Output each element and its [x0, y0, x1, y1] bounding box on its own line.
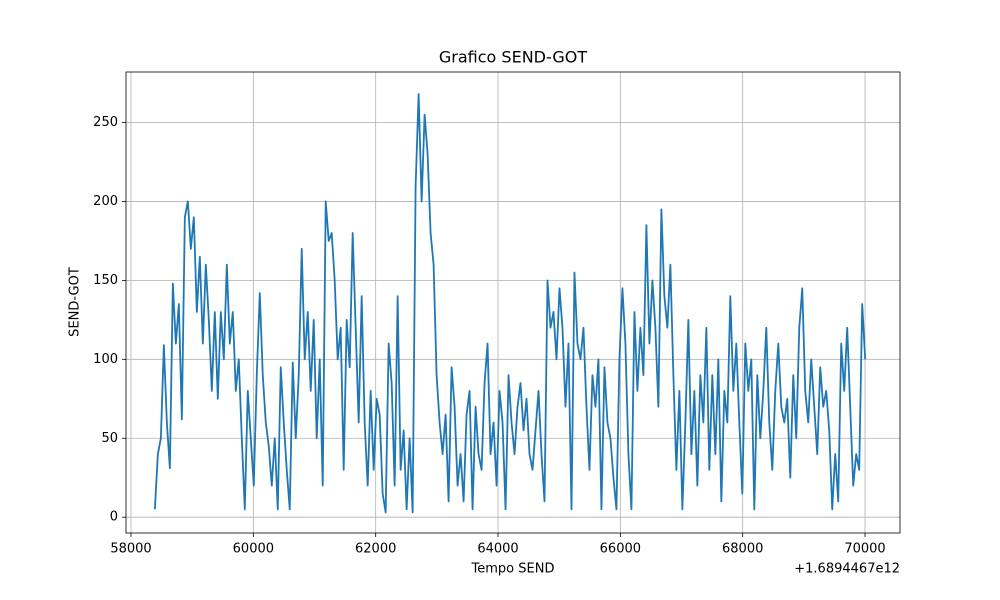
y-tick-label: 0 [110, 510, 118, 525]
y-tick-label: 250 [93, 115, 118, 130]
x-tick-label: 62000 [355, 542, 396, 557]
x-tick-label: 58000 [110, 542, 151, 557]
y-tick-label: 100 [93, 352, 118, 367]
y-tick-label: 200 [93, 194, 118, 209]
y-axis-label: SEND-GOT [68, 267, 83, 337]
x-offset-text: +1.6894467e12 [794, 562, 900, 577]
x-tick-label: 68000 [722, 542, 763, 557]
data-line [153, 93, 867, 514]
plot-frame [125, 71, 901, 534]
x-tick-label: 60000 [233, 542, 274, 557]
x-axis-label: Tempo SEND [471, 562, 555, 577]
x-tick-label: 70000 [844, 542, 885, 557]
y-tick-label: 150 [93, 273, 118, 288]
y-tick-label: 50 [101, 431, 118, 446]
chart-title: Grafico SEND-GOT [439, 48, 587, 67]
x-tick-label: 64000 [477, 542, 518, 557]
x-tick-label: 66000 [600, 542, 641, 557]
